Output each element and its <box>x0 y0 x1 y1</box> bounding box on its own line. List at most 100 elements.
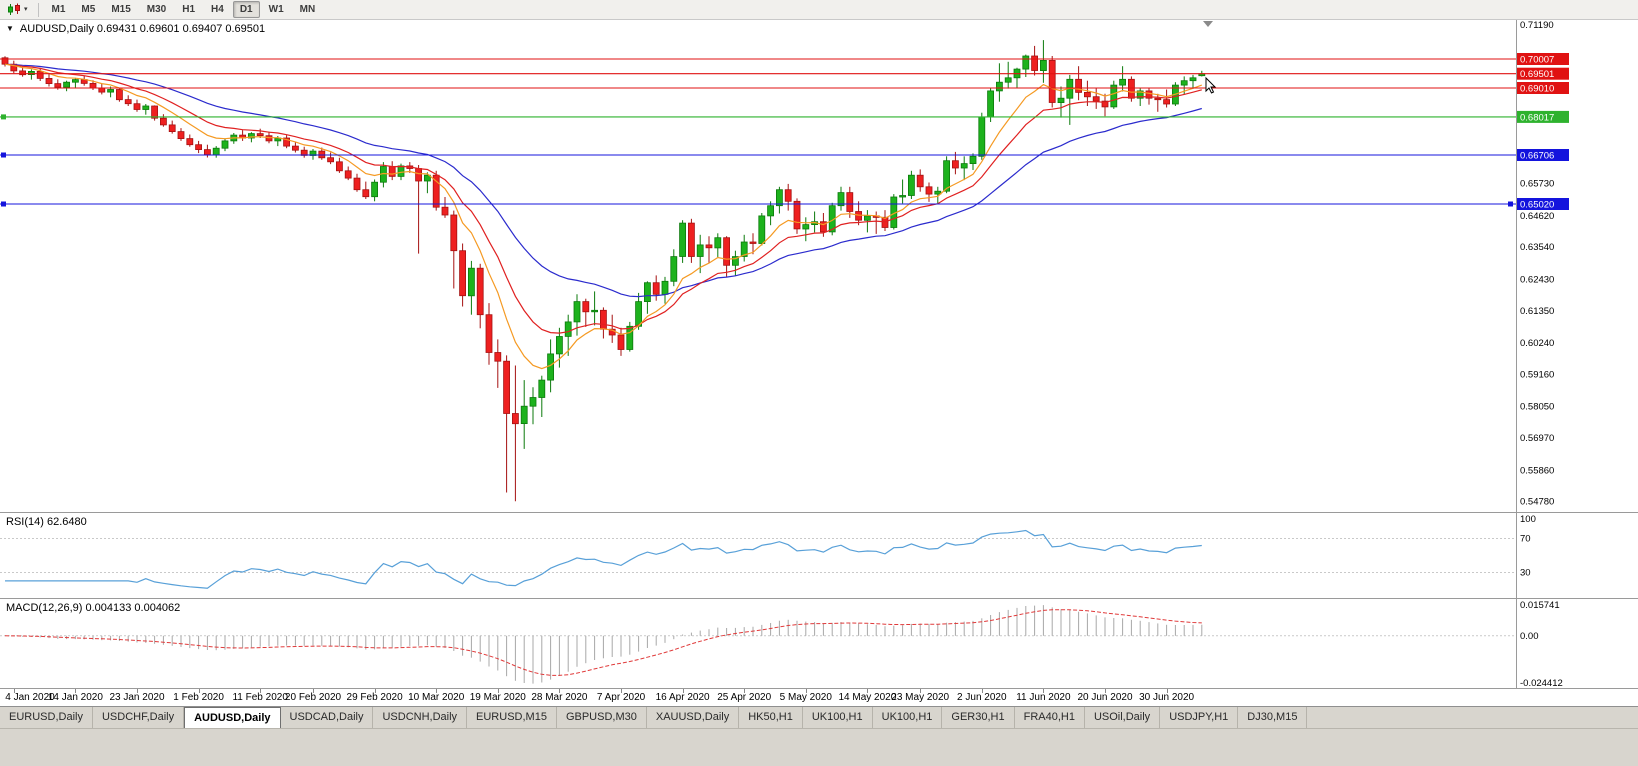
candle[interactable] <box>116 89 123 101</box>
candle[interactable] <box>837 192 845 207</box>
candle[interactable] <box>1189 77 1197 82</box>
candle[interactable] <box>899 195 906 198</box>
candle[interactable] <box>776 189 783 207</box>
candle[interactable] <box>1154 97 1162 101</box>
candle[interactable] <box>1084 92 1091 98</box>
chart-tab-dj30-m15[interactable]: DJ30,M15 <box>1238 707 1308 728</box>
candle[interactable] <box>969 155 977 165</box>
candle[interactable] <box>1128 78 1135 99</box>
candle[interactable] <box>952 160 959 169</box>
candle[interactable] <box>133 103 141 110</box>
candle[interactable] <box>635 301 642 327</box>
timeframe-button-m5[interactable]: M5 <box>81 4 96 15</box>
candle[interactable] <box>265 135 273 142</box>
chart-tab-eurusd-m15[interactable]: EURUSD,M15 <box>467 707 557 728</box>
timeframe-button-mn[interactable]: MN <box>299 4 316 15</box>
candle[interactable] <box>353 177 361 191</box>
chart-tab-gbpusd-m30[interactable]: GBPUSD,M30 <box>556 707 647 728</box>
chart-tab-fra40-h1[interactable]: FRA40,H1 <box>1014 707 1085 728</box>
candle[interactable] <box>749 241 757 244</box>
hline-handle[interactable] <box>1 201 6 207</box>
candle[interactable] <box>529 397 537 407</box>
candle[interactable] <box>696 244 704 257</box>
candle[interactable] <box>432 174 440 208</box>
shift-marker-icon[interactable] <box>1203 21 1213 27</box>
candle[interactable] <box>723 237 730 266</box>
candle[interactable] <box>107 89 114 93</box>
candle[interactable] <box>72 79 79 83</box>
timeframe-button-m1[interactable]: M1 <box>51 4 66 15</box>
candle[interactable] <box>344 170 352 179</box>
candle[interactable] <box>556 336 563 355</box>
chart-tab-usdcad-daily[interactable]: USDCAD,Daily <box>280 707 374 728</box>
candle[interactable] <box>1 57 9 65</box>
candle[interactable] <box>203 149 211 156</box>
candle[interactable] <box>467 267 475 297</box>
chart-tab-hk50-h1[interactable]: HK50,H1 <box>739 707 803 728</box>
candle[interactable] <box>63 81 70 88</box>
candle[interactable] <box>476 267 484 316</box>
candle[interactable] <box>987 90 994 118</box>
macd-chart[interactable]: 0.015741 0.00 -0.024412 <box>0 599 1638 688</box>
candle[interactable] <box>1022 55 1030 70</box>
candle[interactable] <box>978 116 986 157</box>
candle[interactable] <box>256 133 264 136</box>
timeframe-button-m30[interactable]: M30 <box>146 4 167 15</box>
candle[interactable] <box>767 205 774 217</box>
timeframe-button-w1[interactable]: W1 <box>268 4 284 15</box>
candle[interactable] <box>1048 60 1056 103</box>
candle[interactable] <box>864 215 871 221</box>
candle[interactable] <box>1119 78 1126 86</box>
candle[interactable] <box>1110 84 1118 108</box>
candle[interactable] <box>846 192 854 212</box>
candle[interactable] <box>151 105 159 119</box>
candle[interactable] <box>450 214 458 252</box>
candle[interactable] <box>996 81 1003 92</box>
candle[interactable] <box>186 138 194 146</box>
hline-handle[interactable] <box>1 114 6 120</box>
candle[interactable] <box>124 99 132 105</box>
collapse-chart-icon[interactable]: ▼ <box>6 24 14 33</box>
candle[interactable] <box>177 131 185 139</box>
candle[interactable] <box>1136 90 1144 99</box>
candle[interactable] <box>626 325 634 350</box>
candle[interactable] <box>512 413 519 425</box>
candle[interactable] <box>485 314 493 353</box>
candle[interactable] <box>573 301 581 323</box>
candle[interactable] <box>732 256 739 266</box>
candle[interactable] <box>591 309 598 313</box>
candle[interactable] <box>89 83 97 89</box>
candle[interactable] <box>644 282 651 303</box>
candle[interactable] <box>1031 55 1038 71</box>
candle[interactable] <box>925 186 933 195</box>
candle[interactable] <box>459 250 467 297</box>
chart-tab-eurusd-daily[interactable]: EURUSD,Daily <box>0 707 93 728</box>
candle[interactable] <box>503 360 511 414</box>
candle[interactable] <box>415 168 423 182</box>
candle[interactable] <box>423 174 431 182</box>
chart-tab-usdchf-daily[interactable]: USDCHF,Daily <box>92 707 185 728</box>
chart-tab-usdcnh-daily[interactable]: USDCNH,Daily <box>373 707 468 728</box>
candle[interactable] <box>652 282 660 295</box>
time-axis[interactable]: 4 Jan 2020 14 Jan 2020 23 Jan 2020 1 Feb 20… <box>0 688 1638 706</box>
timeframe-button-h1[interactable]: H1 <box>182 4 196 15</box>
candle[interactable] <box>688 222 695 257</box>
candle[interactable] <box>98 87 106 93</box>
candle[interactable] <box>212 147 220 156</box>
candle[interactable] <box>600 309 607 330</box>
candle[interactable] <box>494 352 502 362</box>
hline-handle[interactable] <box>1 152 6 158</box>
timeframe-button-h4[interactable]: H4 <box>211 4 224 15</box>
candle[interactable] <box>142 105 150 110</box>
candle[interactable] <box>1092 96 1100 102</box>
candle[interactable] <box>1075 78 1082 93</box>
candle[interactable] <box>758 215 766 244</box>
candle[interactable] <box>221 140 229 149</box>
candle[interactable] <box>1057 97 1065 103</box>
candle[interactable] <box>441 206 449 216</box>
candle[interactable] <box>793 200 801 230</box>
candle[interactable] <box>855 211 862 221</box>
candle[interactable] <box>335 161 343 172</box>
chart-type-button[interactable]: ▾ <box>4 2 31 17</box>
candle[interactable] <box>168 124 176 133</box>
